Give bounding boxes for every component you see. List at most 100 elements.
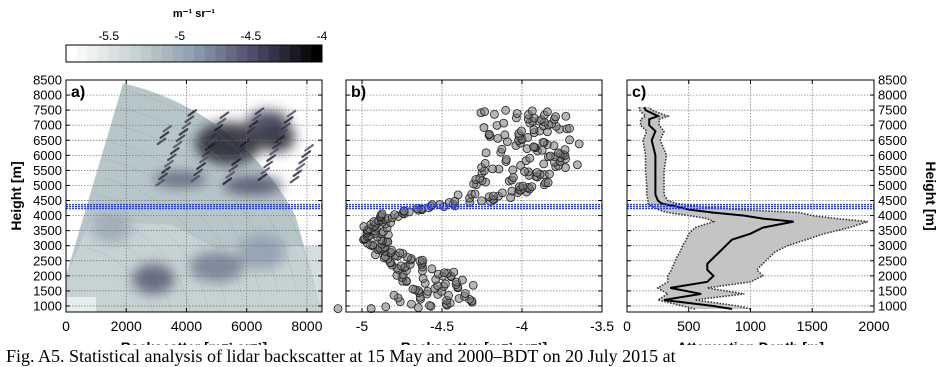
- scatter-point: [501, 105, 511, 115]
- x-axis-label: Backscatter [m⁻¹ sr⁻¹]: [121, 339, 267, 345]
- colorbar-cell: [194, 45, 206, 62]
- scatter-point: [497, 144, 507, 154]
- colorbar-cell: [183, 45, 195, 62]
- colorbar-cell: [279, 45, 291, 62]
- mean-line: [643, 106, 794, 310]
- y-tick-label: 6500: [33, 133, 62, 148]
- y-tick-label: 2500: [878, 253, 907, 268]
- colorbar-unit-label: m⁻¹ sr⁻¹: [173, 8, 216, 20]
- y-tick-label: 1000: [33, 298, 62, 313]
- backscatter-streak: [172, 140, 183, 149]
- x-tick-label: -5: [356, 318, 369, 334]
- backscatter-blob: [90, 212, 133, 243]
- backscatter-blob: [237, 233, 286, 270]
- scatter-point: [551, 112, 560, 122]
- backscatter-streak: [199, 155, 209, 164]
- backscatter-streak: [266, 154, 276, 162]
- colorbar-cell: [172, 45, 184, 62]
- backscatter-streak: [225, 170, 236, 179]
- backscatter-streak: [228, 164, 239, 173]
- scatter-point: [516, 161, 526, 170]
- x-tick-label: 1000: [735, 318, 766, 334]
- y-tick-label: 1500: [33, 283, 62, 298]
- backscatter-streak: [204, 143, 215, 151]
- y-tick-label: 3000: [878, 238, 907, 253]
- scatter-point: [543, 107, 552, 117]
- colorbar-cell: [204, 45, 216, 62]
- backscatter-streak: [237, 145, 247, 154]
- backscatter-streak: [155, 178, 165, 187]
- y-tick-label: 2500: [33, 253, 62, 268]
- backscatter-streak: [272, 141, 282, 150]
- figure-caption: Fig. A5. Statistical analysis of lidar b…: [6, 346, 676, 366]
- x-axis-label: Backscatter [m⁻¹ sr⁻¹]: [401, 339, 547, 345]
- colorbar-cells: [66, 45, 323, 62]
- x-tick-label: 6000: [231, 318, 262, 334]
- colorbar-cell: [66, 45, 78, 62]
- scatter-point: [390, 210, 399, 220]
- scatter-point: [427, 264, 437, 274]
- backscatter-streak: [263, 160, 274, 169]
- backscatter-streak: [178, 128, 189, 136]
- y-tick-label: 7500: [878, 103, 907, 118]
- axes-frame: [65, 79, 323, 313]
- backscatter-streak: [161, 166, 171, 174]
- scatter-point: [517, 126, 526, 136]
- scatter-point: [512, 109, 522, 118]
- backscatter-streak: [280, 122, 291, 131]
- panel-a: 0 2000 4000 6000 800010001500200025003000350…: [8, 73, 323, 346]
- y-tick-label: 5500: [33, 163, 62, 178]
- y-tick-label: 4000: [33, 208, 62, 223]
- backscatter-streak: [222, 177, 233, 185]
- y-axis-label: Height [m]: [8, 161, 24, 230]
- backscatter-streak: [304, 143, 314, 152]
- scatter-point: [444, 290, 453, 300]
- colorbar-cell: [226, 45, 238, 62]
- scatter-point: [561, 111, 571, 121]
- scatter-point: [333, 304, 343, 314]
- backscatter-streak: [292, 169, 303, 178]
- x-tick-label: 0: [62, 318, 70, 334]
- figure: m⁻¹ sr⁻¹ -5.5 -5 -4.5 -4 0 2000 4000 6000 8000 1…: [8, 8, 937, 346]
- scatter-point: [449, 267, 459, 277]
- colorbar: m⁻¹ sr⁻¹ -5.5 -5 -4.5 -4: [65, 8, 328, 63]
- colorbar-cell: [140, 45, 152, 62]
- backscatter-streak: [207, 136, 218, 145]
- scatter-point: [525, 153, 535, 163]
- y-tick-label: 3500: [33, 223, 62, 238]
- scatter-points: [333, 105, 584, 314]
- x-tick-label: 0: [623, 318, 631, 334]
- backscatter-streak: [275, 135, 285, 143]
- scatter-point: [460, 289, 470, 298]
- scatter-point: [480, 159, 490, 168]
- scatter-point: [539, 159, 549, 169]
- x-tick-label: -4: [516, 318, 529, 334]
- y-tick-label: 6000: [878, 148, 907, 163]
- scatter-point: [407, 299, 416, 309]
- scatter-point: [458, 275, 467, 285]
- y-tick-label: 7000: [33, 118, 62, 133]
- colorbar-cell: [300, 45, 312, 62]
- scatter-point: [574, 139, 584, 149]
- backscatter-streak: [216, 117, 227, 126]
- colorbar-tick-label: -5.5: [98, 29, 119, 43]
- colorbar-cell: [98, 45, 110, 62]
- backscatter-streak: [242, 132, 253, 141]
- range-arc: [105, 159, 244, 301]
- colorbar-cell: [76, 45, 88, 62]
- colorbar-cell: [151, 45, 163, 62]
- range-arc: [117, 106, 297, 290]
- backscatter-streak: [239, 139, 250, 147]
- panel-label: a): [71, 84, 85, 101]
- scatter-point: [501, 155, 511, 164]
- x-tick-label: 500: [677, 318, 701, 334]
- scatter-point: [412, 204, 422, 213]
- spread-area: [639, 107, 868, 309]
- colorbar-frame: [65, 44, 323, 63]
- scatter-point: [572, 160, 582, 170]
- scatter-point: [532, 168, 542, 177]
- axes-frame: [345, 79, 603, 313]
- y-tick-label: 8000: [33, 88, 62, 103]
- scatter-point: [395, 248, 405, 258]
- range-arc: [97, 194, 208, 308]
